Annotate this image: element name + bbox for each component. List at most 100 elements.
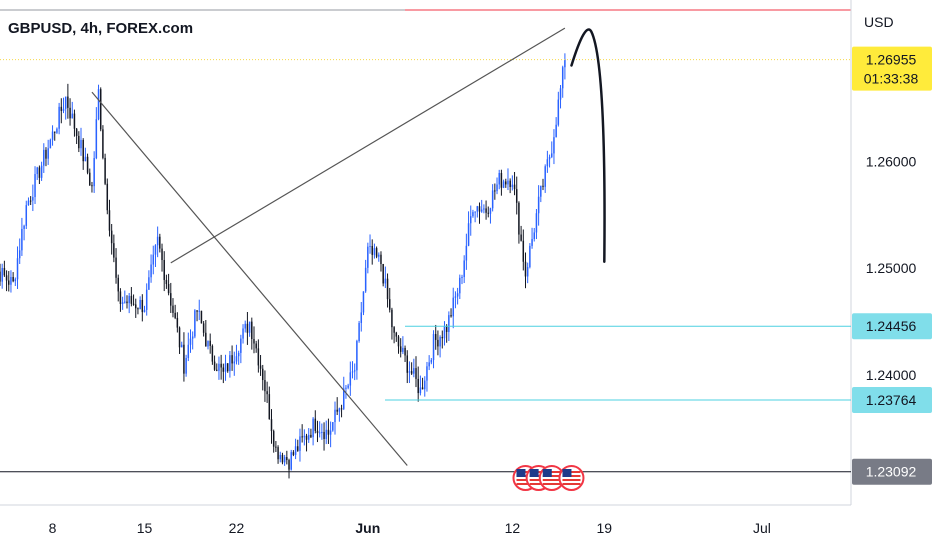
- price-tick-label: 1.25000: [866, 260, 917, 276]
- candle-bearish: [371, 245, 373, 255]
- candle-bearish: [75, 128, 78, 136]
- candle-bearish: [485, 208, 487, 213]
- candle-bearish: [176, 317, 179, 328]
- candle-bullish: [360, 312, 363, 323]
- us-flag-icon[interactable]: [558, 465, 585, 491]
- candle-bearish: [268, 394, 271, 420]
- candle-bullish: [356, 340, 358, 371]
- candle-bearish: [255, 343, 257, 349]
- candle-bearish: [115, 257, 117, 278]
- candle-bullish: [187, 344, 190, 358]
- candle-bullish: [551, 153, 553, 157]
- candle-bearish: [520, 234, 522, 241]
- candle-bearish: [292, 452, 295, 455]
- candle-bullish: [559, 88, 562, 100]
- candle-bearish: [259, 365, 262, 369]
- candle-bearish: [231, 355, 233, 364]
- candle-bearish: [450, 315, 452, 317]
- candle-bearish: [297, 446, 299, 451]
- level-label-value: 1.23092: [866, 464, 917, 480]
- candle-bearish: [264, 380, 266, 392]
- candle-bearish: [515, 189, 518, 203]
- candle-bullish: [233, 361, 236, 364]
- candle-bearish: [275, 446, 277, 448]
- candle-bullish: [237, 352, 240, 357]
- candle-bearish: [397, 336, 400, 347]
- candle-bullish: [537, 196, 540, 214]
- candle-bullish: [145, 289, 148, 310]
- candle-bearish: [404, 347, 406, 356]
- candle-bullish: [531, 238, 533, 246]
- candle-bearish: [375, 248, 378, 257]
- candle-bullish: [461, 277, 463, 279]
- candle-bullish: [279, 454, 282, 460]
- candle-bullish: [240, 338, 242, 353]
- trendline[interactable]: [91, 91, 408, 466]
- candle-bearish: [437, 339, 439, 347]
- candle-bearish: [163, 260, 165, 280]
- candle-bullish: [480, 209, 483, 212]
- trendline[interactable]: [170, 27, 566, 264]
- candle-bearish: [86, 156, 89, 173]
- candle-bearish: [441, 336, 444, 339]
- candle-bearish: [174, 312, 176, 318]
- candle-bearish: [277, 447, 279, 460]
- candle-bearish: [113, 243, 115, 258]
- candle-bullish: [564, 59, 566, 68]
- candle-bullish: [526, 267, 529, 277]
- current-price-label-bg: [852, 46, 932, 91]
- candle-bearish: [305, 435, 308, 440]
- candle-bullish: [185, 357, 187, 374]
- candle-bearish: [445, 326, 448, 332]
- projection-arrow[interactable]: [570, 28, 606, 264]
- candle-bullish: [491, 190, 494, 209]
- candle-bullish: [384, 278, 387, 284]
- candle-bearish: [8, 280, 10, 285]
- candle-bullish: [454, 296, 457, 298]
- candle-bullish: [189, 338, 192, 345]
- candle-bullish: [14, 279, 17, 282]
- time-tick-label: 12: [505, 520, 521, 536]
- candle-bullish: [459, 277, 461, 294]
- candle-bearish: [3, 268, 6, 276]
- candle-bearish: [196, 310, 198, 312]
- candle-bearish: [108, 210, 111, 231]
- candle-bullish: [443, 326, 446, 339]
- candle-bullish: [334, 409, 336, 423]
- candle-bullish: [432, 334, 435, 361]
- candle-bearish: [45, 149, 47, 159]
- candle-bullish: [84, 156, 87, 162]
- candle-bullish: [511, 184, 514, 188]
- price-tick-label: 1.24000: [866, 367, 917, 383]
- currency-label: USD: [864, 14, 894, 30]
- candle-bearish: [167, 284, 170, 294]
- candle-bullish: [347, 385, 349, 388]
- candle-bullish: [325, 429, 327, 440]
- candle-bearish: [478, 206, 481, 212]
- candle-bearish: [391, 309, 393, 328]
- candle-bearish: [393, 327, 395, 333]
- candle-bearish: [172, 305, 174, 313]
- candle-bullish: [97, 89, 100, 120]
- us-flag-icon[interactable]: [538, 465, 565, 491]
- candle-bearish: [270, 419, 273, 432]
- candle-bearish: [286, 457, 288, 461]
- candle-bullish: [23, 225, 25, 229]
- candle-bullish: [224, 363, 227, 372]
- candle-bearish: [137, 308, 139, 310]
- time-tick-label: 15: [137, 520, 153, 536]
- candle-bullish: [378, 254, 380, 257]
- candle-bullish: [467, 223, 470, 246]
- candle-bullish: [408, 371, 411, 373]
- candle-bullish: [373, 248, 376, 255]
- candle-bearish: [130, 295, 133, 304]
- candle-bullish: [439, 336, 441, 347]
- candle-bearish: [73, 113, 76, 129]
- candle-bullish: [152, 254, 155, 265]
- level-label-bg: [852, 387, 932, 414]
- candle-bearish: [261, 368, 264, 381]
- candle-bearish: [310, 434, 312, 438]
- candle-bullish: [463, 260, 465, 278]
